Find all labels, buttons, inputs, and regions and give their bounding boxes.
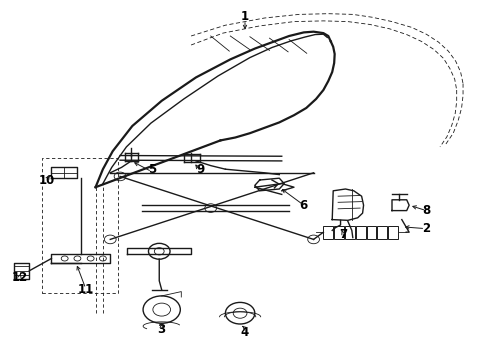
- Text: 1: 1: [241, 10, 249, 23]
- Bar: [388, 226, 398, 239]
- Text: 11: 11: [77, 283, 94, 296]
- Bar: [345, 226, 355, 239]
- Text: 7: 7: [339, 228, 347, 240]
- Text: 2: 2: [422, 222, 430, 235]
- Text: 8: 8: [422, 204, 430, 217]
- Bar: [334, 226, 344, 239]
- Text: 3: 3: [158, 323, 166, 336]
- Text: 10: 10: [38, 174, 55, 186]
- Bar: [367, 226, 376, 239]
- Bar: [377, 226, 387, 239]
- Bar: [323, 226, 333, 239]
- Text: 5: 5: [148, 163, 156, 176]
- Bar: [356, 226, 366, 239]
- Text: 4: 4: [241, 327, 249, 339]
- Text: 6: 6: [300, 199, 308, 212]
- Text: 9: 9: [197, 163, 205, 176]
- Text: 12: 12: [11, 271, 28, 284]
